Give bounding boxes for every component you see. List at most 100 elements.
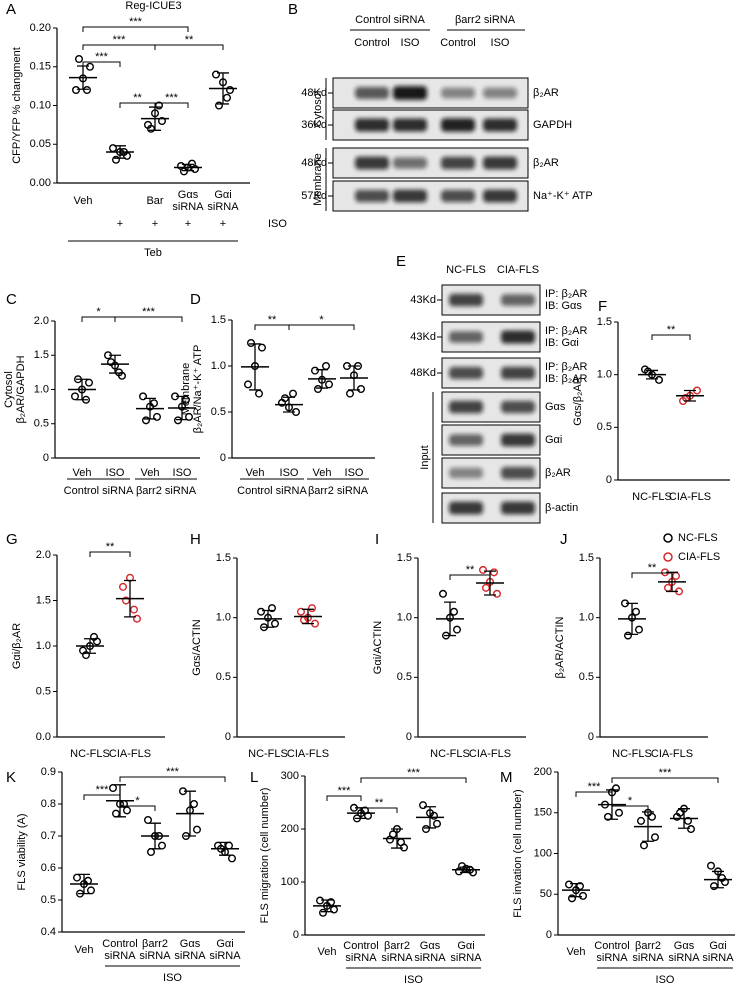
y-axis-label-box: Membrane β₂AR/Na⁺-K⁺ ATP	[180, 345, 204, 434]
data-point	[453, 625, 462, 634]
blot-band	[501, 433, 535, 447]
protein-label-box: β-actin	[545, 502, 578, 514]
data-point	[684, 816, 693, 825]
x-tick-label-box: Veh	[73, 467, 92, 479]
lane-label: ISO	[491, 37, 510, 49]
error-bar	[391, 828, 403, 849]
x-tick-label: Bar	[146, 195, 164, 207]
significance-label: **	[466, 564, 475, 576]
blot-band	[449, 293, 483, 307]
error-bar	[249, 343, 261, 391]
blot-band	[483, 87, 517, 99]
error-bar	[348, 365, 360, 391]
x-tick-label: Gαs siRNA	[668, 940, 700, 964]
legend-label: NC-FLS	[678, 532, 718, 544]
x-tick-label: Gαi siRNA	[207, 189, 239, 213]
data-point	[433, 819, 442, 828]
data-point	[325, 380, 334, 389]
error-bar	[684, 389, 696, 402]
y-tick-label: 0.05	[30, 138, 51, 150]
panel-letter: G	[6, 531, 18, 548]
x-tick-label: βarr2 siRNA	[139, 938, 171, 962]
data-point	[422, 825, 431, 834]
x-tick-label-box: Gαi siRNA	[702, 940, 734, 964]
data-point	[604, 812, 613, 821]
y-tick-label: 0.10	[30, 99, 51, 111]
significance-bracket	[360, 807, 398, 813]
y-tick-label: 1.0	[36, 640, 51, 652]
y-axis-label: β₂AR/ACTIN	[554, 616, 566, 679]
x-tick-label-box: Gαs siRNA	[174, 938, 205, 962]
y-tick-label: 1.5	[34, 349, 49, 361]
protein-label-box: Na⁺-K⁺ ATP	[533, 190, 593, 202]
section-label: Input	[419, 445, 431, 470]
significance-bracket	[119, 805, 156, 811]
x-tick-label-box: ISO	[280, 467, 299, 479]
error-bar	[184, 790, 196, 837]
data-point	[490, 568, 499, 577]
group-label: Teb	[144, 247, 162, 259]
x-tick-label-box: Gαi siRNA	[450, 940, 481, 964]
x-tick-label: NC-FLS	[248, 748, 288, 760]
error-bar	[76, 378, 88, 401]
y-tick-label: 0	[225, 731, 231, 743]
chart-title: Reg-ICUE3	[125, 0, 181, 12]
data-point	[141, 416, 150, 425]
y-axis-label-box: FLS migration (cell number)	[259, 788, 271, 924]
treatment-mark: +	[117, 218, 123, 230]
blot-band	[355, 118, 389, 132]
y-tick-label: 0	[220, 452, 226, 464]
data-point	[314, 385, 323, 394]
x-tick-label-box: CIA-FLS	[287, 748, 329, 760]
data-point	[319, 908, 328, 917]
y-tick-label: 1.5	[397, 552, 412, 564]
significance-label: ***	[129, 16, 143, 28]
error-bar	[316, 369, 328, 389]
y-tick-label: 1.0	[597, 369, 612, 381]
section-label-box: Input	[419, 445, 431, 470]
significance-label: *	[135, 795, 140, 807]
data-point	[81, 651, 90, 660]
column-group-label: Control siRNA	[355, 14, 425, 26]
legend-label: CIA-FLS	[678, 551, 720, 563]
y-axis-label-box: FLS invation (cell number)	[512, 789, 524, 917]
data-point	[189, 800, 198, 809]
data-point	[129, 605, 138, 614]
treatment-mark: +	[152, 218, 158, 230]
x-tick-label-box: CIA-FLS	[469, 748, 511, 760]
x-tick-label: NC-FLS	[612, 748, 652, 760]
significance-label: **	[133, 92, 142, 104]
y-tick-label: 1.0	[34, 383, 49, 395]
data-point	[243, 380, 252, 389]
error-bar	[678, 808, 690, 829]
y-tick-label: 1.0	[211, 360, 226, 372]
marker-label: 43Kd	[410, 331, 436, 343]
y-tick-label: 150	[534, 807, 552, 819]
significance-bracket	[89, 551, 131, 557]
y-tick-label: 0.15	[30, 61, 51, 73]
treatment-mark: +	[185, 218, 191, 230]
data-point	[86, 886, 95, 895]
significance-label: *	[628, 795, 633, 807]
x-tick-label-box: Veh	[318, 946, 337, 958]
data-point	[718, 873, 727, 882]
data-point	[118, 582, 127, 591]
data-point	[211, 70, 220, 79]
y-axis-label: Gαs/ACTIN	[191, 619, 203, 676]
data-point	[154, 101, 163, 110]
x-tick-label: CIA-FLS	[668, 491, 712, 503]
x-tick-label: Gαi siRNA	[209, 938, 241, 962]
x-tick-label-box: Gαi siRNA	[209, 938, 241, 962]
y-tick-label: 300	[281, 770, 299, 782]
x-tick-label: Gαi siRNA	[702, 940, 734, 964]
y-tick-label: 0.5	[34, 418, 49, 430]
significance-bracket	[83, 794, 121, 800]
x-tick-label: Gαs siRNA	[172, 189, 204, 213]
blot-band	[393, 118, 427, 132]
y-tick-label: 0.4	[41, 926, 56, 938]
data-point	[257, 607, 266, 616]
error-bar	[283, 396, 295, 413]
blot-band	[355, 87, 389, 99]
protein-label: β₂AR	[533, 87, 559, 99]
error-bar	[84, 638, 96, 654]
